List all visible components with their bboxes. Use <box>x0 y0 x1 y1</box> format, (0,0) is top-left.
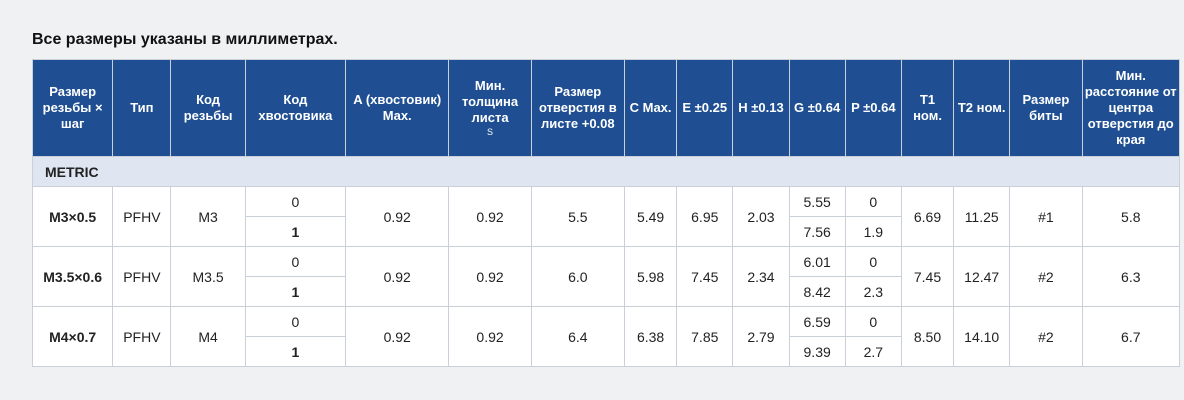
cell-h: 2.03 <box>732 186 790 247</box>
col-shank-code: Код хвостовика <box>244 59 347 157</box>
cell-e: 7.85 <box>676 306 734 367</box>
cell-bit: #1 <box>1009 186 1083 247</box>
cell-g-1: 7.56 <box>788 216 846 247</box>
cell-code: M3.5 <box>170 246 246 307</box>
cell-hole: 6.4 <box>530 306 626 367</box>
cell-type: PFHV <box>112 246 172 307</box>
cell-h: 2.79 <box>732 306 790 367</box>
table-row: M3.5×0.6 PFHV M3.5 0 0.92 0.92 6.0 5.98 … <box>31 246 1181 307</box>
cell-g-1: 8.42 <box>788 276 846 307</box>
col-thread-code: Код резьбы <box>170 59 246 157</box>
cell-hole: 6.0 <box>530 246 626 307</box>
cell-g-1: 9.39 <box>788 336 846 367</box>
table-row: M4×0.7 PFHV M4 0 0.92 0.92 6.4 6.38 7.85… <box>31 306 1181 367</box>
cell-g-0: 6.01 <box>788 246 846 277</box>
cell-e: 7.45 <box>676 246 734 307</box>
cell-shank-1: 1 <box>244 276 347 307</box>
cell-thread: M4×0.7 <box>31 306 114 367</box>
col-p: P ±0.64 <box>844 59 902 157</box>
table-row: M3×0.5 PFHV M3 0 0.92 0.92 5.5 5.49 6.95… <box>31 186 1181 247</box>
cell-shank-0: 0 <box>244 246 347 277</box>
col-t2: T2 ном. <box>953 59 1011 157</box>
col-t1: T1 ном. <box>900 59 955 157</box>
cell-a: 0.92 <box>345 246 450 307</box>
cell-type: PFHV <box>112 306 172 367</box>
col-min-dist: Мин. расстояние от центра отверстия до к… <box>1081 59 1181 157</box>
col-thread: Размер резьбы × шаг <box>31 59 114 157</box>
page-title: Все размеры указаны в миллиметрах. <box>32 31 338 48</box>
table-subrow: 1 9.39 2.7 <box>33 336 1180 367</box>
cell-p-0: 0 <box>844 186 902 217</box>
cell-h: 2.34 <box>732 246 790 307</box>
cell-t1: 7.45 <box>900 246 955 307</box>
cell-p-1: 2.3 <box>844 276 902 307</box>
cell-shank-1: 1 <box>244 216 347 247</box>
col-h: H ±0.13 <box>732 59 790 157</box>
content: Все размеры указаны в миллиметрах. Разме… <box>31 28 1181 367</box>
cell-code: M3 <box>170 186 246 247</box>
cell-c: 6.38 <box>623 306 678 367</box>
cell-g-0: 6.59 <box>788 306 846 337</box>
col-min-sheet-sub: S <box>487 127 494 137</box>
cell-e: 6.95 <box>676 186 734 247</box>
cell-c: 5.49 <box>623 186 678 247</box>
cell-t2: 14.10 <box>953 306 1011 367</box>
cell-hole: 5.5 <box>530 186 626 247</box>
cell-g-0: 5.55 <box>788 186 846 217</box>
cell-c: 5.98 <box>623 246 678 307</box>
cell-dist: 6.3 <box>1081 246 1181 307</box>
cell-s: 0.92 <box>448 186 532 247</box>
section-label: METRIC <box>32 156 1180 187</box>
cell-t2: 12.47 <box>953 246 1011 307</box>
col-c: C Max. <box>623 59 678 157</box>
cell-code: M4 <box>170 306 246 367</box>
cell-p-0: 0 <box>844 246 902 277</box>
cell-type: PFHV <box>112 186 172 247</box>
col-g: G ±0.64 <box>788 59 846 157</box>
cell-t1: 8.50 <box>900 306 955 367</box>
cell-t1: 6.69 <box>900 186 955 247</box>
cell-shank-0: 0 <box>244 306 347 337</box>
dimensions-table: Размер резьбы × шаг Тип Код резьбы Код х… <box>31 59 1181 367</box>
table-subrow: 1 7.56 1.9 <box>33 216 1180 247</box>
col-bit: Размер биты <box>1009 59 1083 157</box>
col-type: Тип <box>112 59 172 157</box>
section-row: METRIC <box>32 156 1180 187</box>
cell-p-1: 1.9 <box>844 216 902 247</box>
cell-bit: #2 <box>1009 306 1083 367</box>
header-row: Размер резьбы × шаг Тип Код резьбы Код х… <box>31 59 1181 157</box>
cell-thread: M3.5×0.6 <box>31 246 114 307</box>
col-min-sheet: Мин. толщина листа S <box>448 59 532 157</box>
cell-s: 0.92 <box>448 246 532 307</box>
cell-s: 0.92 <box>448 306 532 367</box>
cell-p-1: 2.7 <box>844 336 902 367</box>
cell-bit: #2 <box>1009 246 1083 307</box>
cell-dist: 5.8 <box>1081 186 1181 247</box>
cell-dist: 6.7 <box>1081 306 1181 367</box>
cell-a: 0.92 <box>345 306 450 367</box>
col-a: A (хвостовик) Max. <box>345 59 450 157</box>
col-hole: Размер отверстия в листе +0.08 <box>530 59 626 157</box>
cell-shank-1: 1 <box>244 336 347 367</box>
cell-p-0: 0 <box>844 306 902 337</box>
cell-shank-0: 0 <box>244 186 347 217</box>
cell-t2: 11.25 <box>953 186 1011 247</box>
col-e: E ±0.25 <box>676 59 734 157</box>
cell-a: 0.92 <box>345 186 450 247</box>
col-min-sheet-label: Мин. толщина листа <box>461 78 519 125</box>
cell-thread: M3×0.5 <box>31 186 114 247</box>
